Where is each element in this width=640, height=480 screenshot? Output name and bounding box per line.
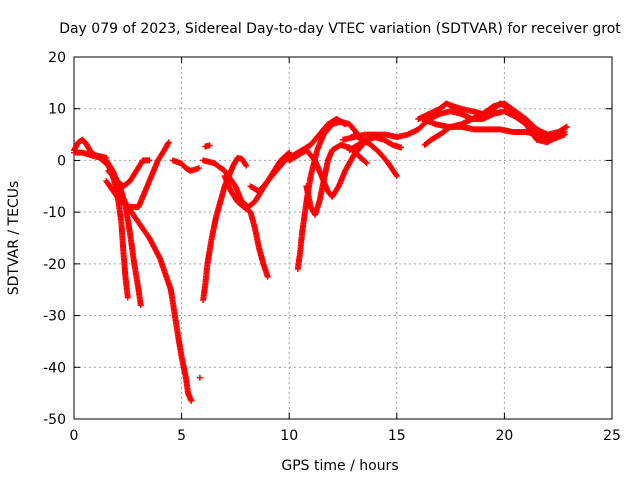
x-tick-label: 0 [70,428,79,444]
axis-ticks: 0 5 10 15 20 25 -50 -40 -30 -20 -10 0 10 20 [43,50,621,444]
x-tick-label: 20 [495,428,513,444]
data-point [563,123,570,130]
grid [74,57,612,419]
x-tick-label: 15 [388,428,406,444]
data-marks [71,100,570,404]
x-axis-label: GPS time / hours [281,458,398,474]
data-point [362,159,369,166]
data-point [195,165,202,172]
y-tick-label: 10 [48,102,66,118]
y-tick-label: 20 [48,50,66,66]
data-point [196,374,203,381]
data-point [243,162,250,169]
data-point [188,397,195,404]
data-point [561,131,568,138]
plot-frame [73,56,613,420]
data-point [206,142,213,149]
data-point [124,294,131,301]
data-point [264,273,271,280]
data-point [146,157,153,164]
data-point [363,160,370,167]
data-point [393,172,400,179]
x-tick-label: 5 [177,428,186,444]
y-tick-label: 0 [57,153,66,169]
y-tick-label: -20 [43,257,66,273]
data-point [137,302,144,309]
data-point [165,139,172,146]
y-tick-label: -10 [43,205,66,221]
chart-title: Day 079 of 2023, Sidereal Day-to-day VTE… [59,21,621,37]
y-tick-label: -30 [43,309,66,325]
data-point [398,144,405,151]
x-tick-label: 10 [280,428,298,444]
y-axis-label: SDTVAR / TECUs [6,181,22,296]
x-tick-label: 25 [603,428,621,444]
y-tick-label: -50 [43,412,66,428]
y-tick-label: -40 [43,360,66,376]
